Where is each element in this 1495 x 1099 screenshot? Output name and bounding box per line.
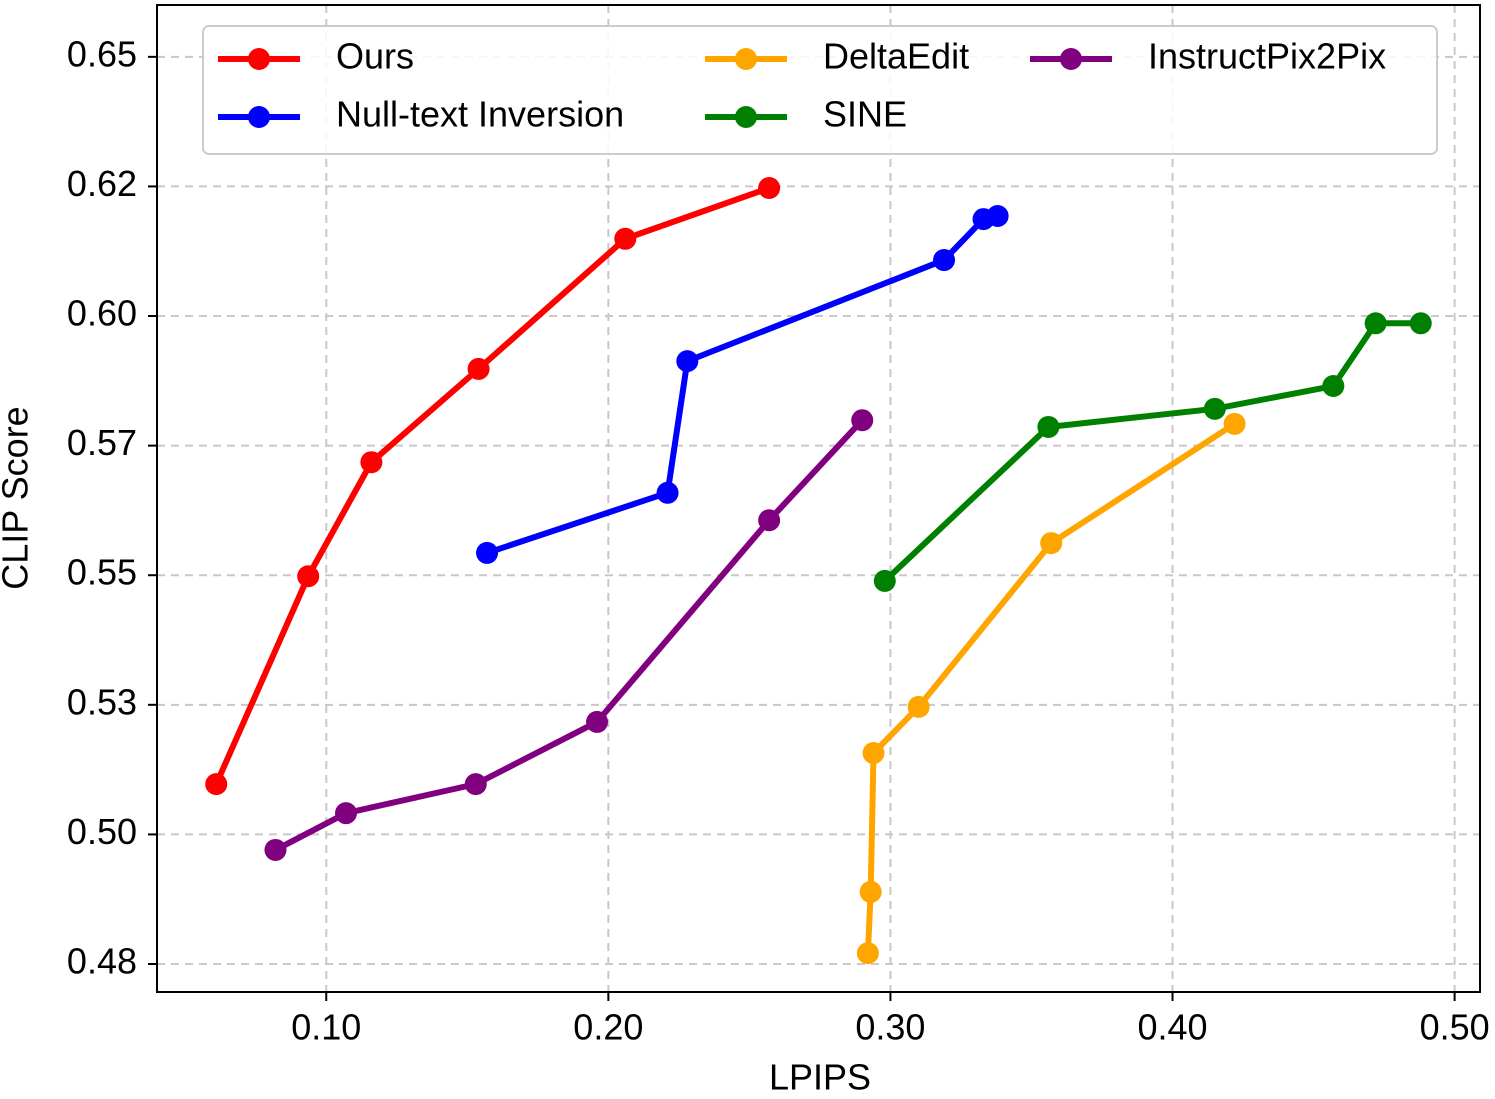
series-line — [882, 320, 1421, 584]
data-point — [614, 227, 637, 250]
data-point — [1322, 375, 1345, 398]
legend-marker — [735, 106, 757, 128]
data-point — [859, 880, 882, 903]
y-tick-label: 0.55 — [67, 552, 137, 593]
y-tick-label: 0.60 — [67, 293, 137, 334]
y-tick-label: 0.50 — [67, 811, 137, 852]
x-axis-label: LPIPS — [769, 1057, 871, 1098]
y-tick-label: 0.57 — [67, 422, 137, 463]
legend-marker — [735, 48, 757, 70]
data-point — [335, 802, 357, 825]
data-point — [264, 838, 287, 861]
data-point — [986, 204, 1009, 227]
data-point — [676, 350, 699, 373]
x-tick-label: 0.10 — [291, 1007, 361, 1048]
x-tick-label: 0.20 — [573, 1007, 643, 1048]
legend-marker — [248, 48, 270, 70]
data-point — [586, 710, 609, 733]
y-tick-label: 0.65 — [67, 33, 137, 74]
data-point — [205, 773, 228, 796]
legend-label: DeltaEdit — [823, 36, 969, 77]
plot-frame — [156, 4, 1481, 993]
data-point — [1223, 412, 1246, 435]
series-line — [486, 213, 999, 556]
data-point — [873, 569, 896, 592]
data-point — [1040, 532, 1063, 555]
legend-marker — [1060, 48, 1082, 70]
y-axis-label: CLIP Score — [0, 406, 36, 589]
legend-marker — [248, 106, 270, 128]
x-tick-label: 0.50 — [1420, 1007, 1490, 1048]
legend-label: InstructPix2Pix — [1148, 36, 1386, 77]
data-point — [464, 773, 487, 796]
data-point — [467, 357, 490, 380]
data-point — [476, 541, 499, 564]
data-point — [1203, 397, 1226, 420]
y-tick-label: 0.48 — [67, 941, 137, 982]
data-point — [297, 565, 320, 588]
data-point — [1364, 312, 1387, 335]
data-point — [862, 742, 885, 765]
legend: Ours Null-text Inversion DeltaEdit SINE Inst… — [202, 25, 1438, 155]
data-point — [758, 509, 781, 532]
legend-label: Null-text Inversion — [336, 94, 624, 135]
series-line — [864, 421, 1237, 954]
data-point — [360, 451, 383, 474]
x-tick-label: 0.30 — [855, 1007, 925, 1048]
data-point — [656, 481, 679, 504]
data-point — [758, 176, 781, 199]
data-point — [856, 942, 879, 965]
y-tick-label: 0.53 — [67, 681, 137, 722]
y-tick-label: 0.62 — [67, 163, 137, 204]
series-line — [274, 418, 865, 853]
data-point — [1409, 312, 1432, 335]
x-tick-label: 0.40 — [1137, 1007, 1207, 1048]
data-point — [1037, 415, 1060, 438]
data-point — [907, 695, 930, 718]
data-point — [933, 249, 956, 272]
legend-label: SINE — [823, 94, 907, 135]
series-line — [213, 185, 771, 786]
data-point — [851, 409, 874, 432]
legend-box — [202, 25, 1438, 155]
legend-label: Ours — [336, 36, 414, 77]
